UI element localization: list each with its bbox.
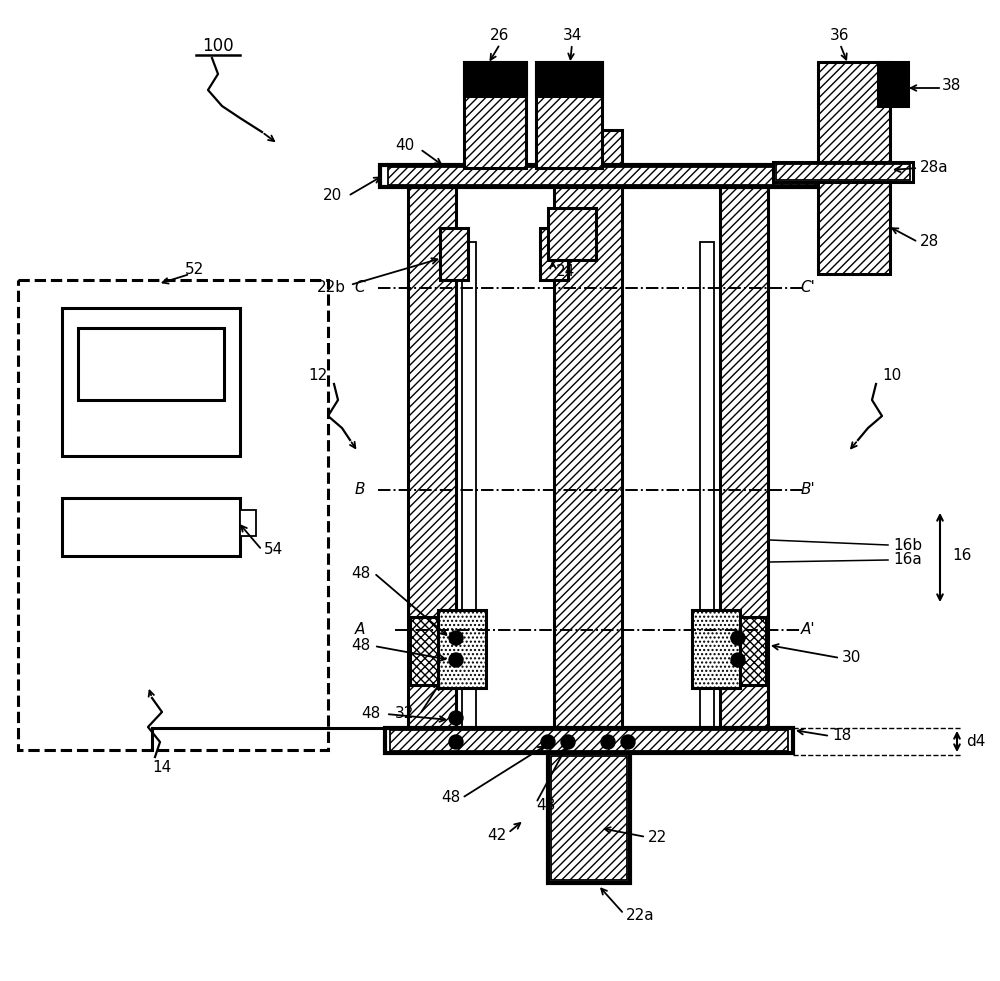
Bar — [548, 753, 630, 883]
Text: 36: 36 — [830, 28, 850, 43]
Text: 52: 52 — [185, 263, 205, 278]
Text: 24: 24 — [556, 265, 575, 280]
Bar — [692, 610, 740, 688]
Bar — [408, 187, 456, 730]
Text: 18: 18 — [832, 729, 851, 744]
Text: 34: 34 — [562, 28, 582, 43]
Text: 48: 48 — [536, 799, 555, 813]
Text: 40: 40 — [396, 137, 415, 152]
Circle shape — [621, 735, 635, 749]
Text: 38: 38 — [942, 78, 961, 93]
Text: 48: 48 — [441, 791, 460, 805]
Circle shape — [601, 735, 615, 749]
Text: 48: 48 — [361, 706, 380, 721]
Bar — [536, 62, 602, 96]
Text: C': C' — [801, 281, 815, 295]
Text: 16b: 16b — [893, 538, 922, 552]
Text: 12: 12 — [309, 369, 328, 384]
Text: 48: 48 — [351, 639, 370, 653]
Text: 16a: 16a — [893, 552, 922, 567]
Text: 42: 42 — [488, 829, 507, 844]
Circle shape — [449, 653, 463, 667]
Bar — [240, 510, 256, 536]
Text: 20: 20 — [323, 188, 342, 203]
Bar — [438, 610, 486, 688]
Text: 16: 16 — [952, 548, 971, 563]
Bar — [720, 187, 768, 730]
Bar — [78, 328, 224, 400]
Bar — [554, 130, 622, 768]
Bar — [818, 62, 890, 162]
Bar — [462, 242, 476, 730]
Circle shape — [449, 711, 463, 725]
Bar — [700, 242, 714, 730]
Text: 14: 14 — [152, 760, 172, 776]
Bar — [738, 617, 766, 685]
Circle shape — [541, 735, 555, 749]
Text: 54: 54 — [264, 542, 283, 557]
Bar — [536, 62, 602, 168]
Bar — [380, 165, 840, 187]
Circle shape — [561, 735, 575, 749]
Bar — [62, 308, 240, 456]
Text: B: B — [355, 483, 365, 497]
Bar — [818, 182, 890, 274]
Circle shape — [449, 735, 463, 749]
Circle shape — [731, 631, 745, 645]
Text: 22a: 22a — [626, 908, 655, 923]
Text: C: C — [355, 281, 365, 295]
Bar — [385, 728, 793, 753]
Bar — [773, 162, 913, 182]
Bar — [18, 280, 328, 750]
Bar — [878, 62, 908, 106]
Bar — [776, 164, 910, 180]
Bar — [464, 62, 526, 96]
Text: 22: 22 — [648, 831, 667, 846]
Bar — [440, 228, 468, 280]
Text: A': A' — [801, 623, 815, 638]
Bar — [62, 498, 240, 556]
Text: 26: 26 — [490, 28, 510, 43]
Text: 22b: 22b — [317, 281, 346, 295]
Bar — [390, 730, 788, 751]
Text: d4: d4 — [966, 735, 985, 749]
Bar — [540, 228, 568, 280]
Bar — [410, 617, 438, 685]
Circle shape — [449, 631, 463, 645]
Bar — [551, 756, 627, 880]
Bar — [388, 167, 832, 185]
Bar — [548, 208, 596, 260]
Text: 28: 28 — [920, 234, 939, 249]
Text: 48: 48 — [351, 565, 370, 581]
Circle shape — [731, 653, 745, 667]
Text: 10: 10 — [882, 369, 901, 384]
Text: 28a: 28a — [920, 161, 949, 176]
Text: 32: 32 — [395, 706, 414, 721]
Text: A: A — [355, 623, 365, 638]
Text: B': B' — [801, 483, 815, 497]
Bar — [464, 62, 526, 168]
Text: 30: 30 — [842, 650, 861, 665]
Text: 100: 100 — [202, 37, 234, 55]
